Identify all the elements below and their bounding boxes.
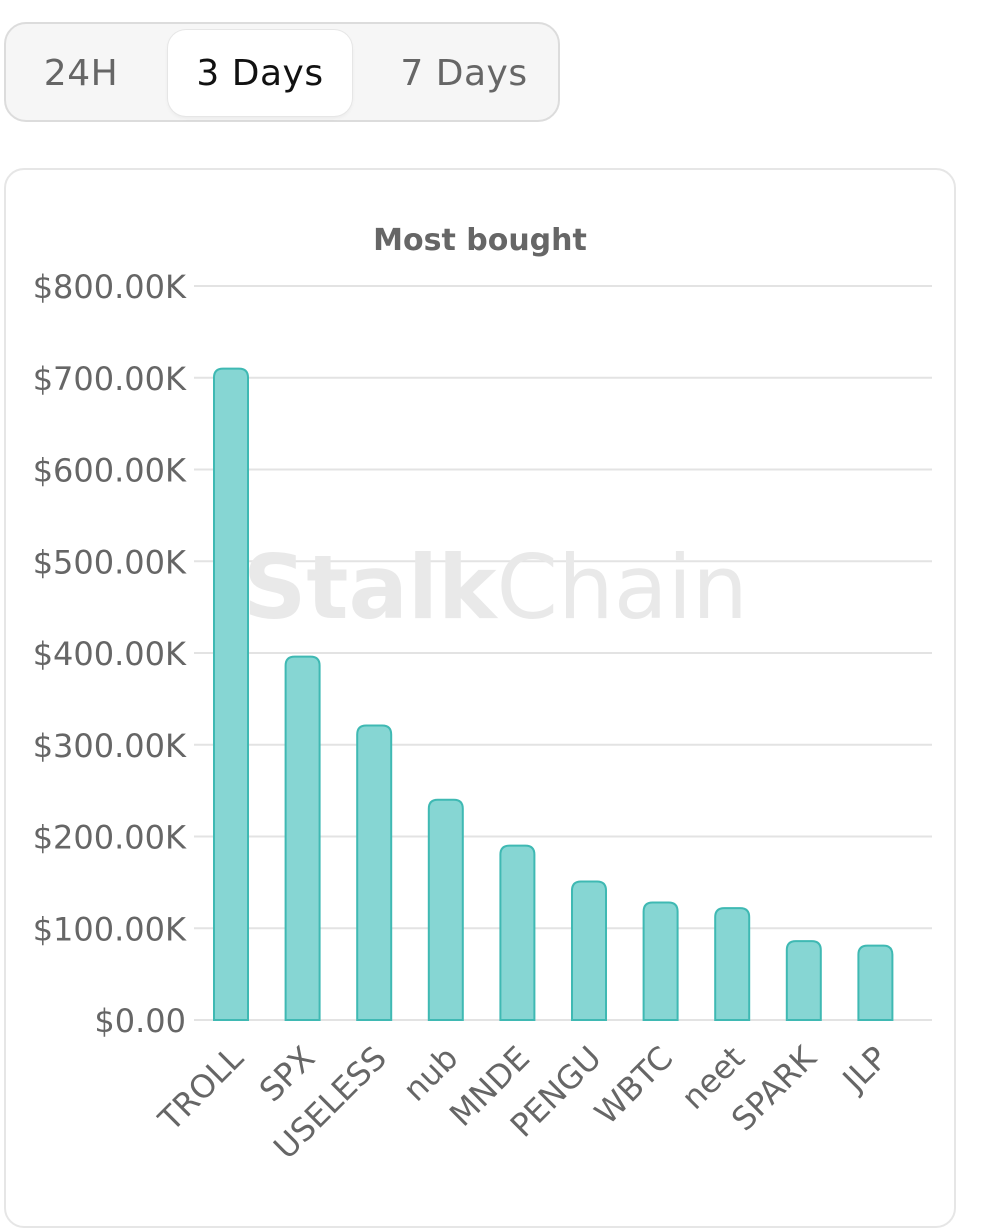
y-tick-label: $0.00: [94, 1002, 186, 1040]
y-tick-label: $100.00K: [33, 910, 187, 948]
x-tick-label: WBTC: [587, 1039, 680, 1132]
y-tick-label: $600.00K: [33, 452, 187, 490]
bar-spx[interactable]: [284, 655, 321, 1021]
bar-troll[interactable]: [213, 367, 249, 1021]
x-tick-label: JLP: [834, 1039, 895, 1100]
y-axis-ticks: $0.00 $100.00K $200.00K $300.00K $400.00K $50…: [33, 268, 187, 1040]
bars: [213, 367, 894, 1021]
y-tick-label: $200.00K: [33, 819, 187, 857]
time-range-selector: 24H 3 Days 7 Days: [4, 22, 560, 122]
bar-jlp[interactable]: [857, 944, 894, 1021]
y-tick-label: $400.00K: [33, 635, 187, 673]
bar-nub[interactable]: [427, 798, 464, 1021]
bar-chart: Most bought StalkChain $0.00 $100.00K $200…: [33, 223, 932, 1167]
tab-24h[interactable]: 24H: [43, 52, 119, 94]
tab-7-days[interactable]: 7 Days: [400, 52, 528, 94]
bar-useless[interactable]: [356, 724, 393, 1021]
watermark-light: Chain: [497, 536, 748, 639]
bar-spark[interactable]: [785, 940, 822, 1021]
tab-3-days[interactable]: 3 Days: [168, 30, 352, 116]
y-tick-label: $300.00K: [33, 727, 187, 765]
y-tick-label: $500.00K: [33, 543, 187, 581]
bar-mnde[interactable]: [499, 844, 536, 1021]
most-bought-chart-card: Most bought StalkChain $0.00 $100.00K $200…: [4, 168, 956, 1228]
bar-wbtc[interactable]: [642, 901, 679, 1021]
bar-pengu[interactable]: [571, 880, 607, 1021]
x-tick-label: TROLL: [151, 1039, 251, 1139]
bar-neet[interactable]: [714, 907, 751, 1021]
watermark-logo: StalkChain: [243, 536, 748, 639]
chart-title: Most bought: [373, 223, 587, 258]
y-tick-label: $700.00K: [33, 360, 187, 398]
y-tick-label: $800.00K: [33, 268, 187, 306]
watermark-bold: Stalk: [243, 536, 499, 639]
